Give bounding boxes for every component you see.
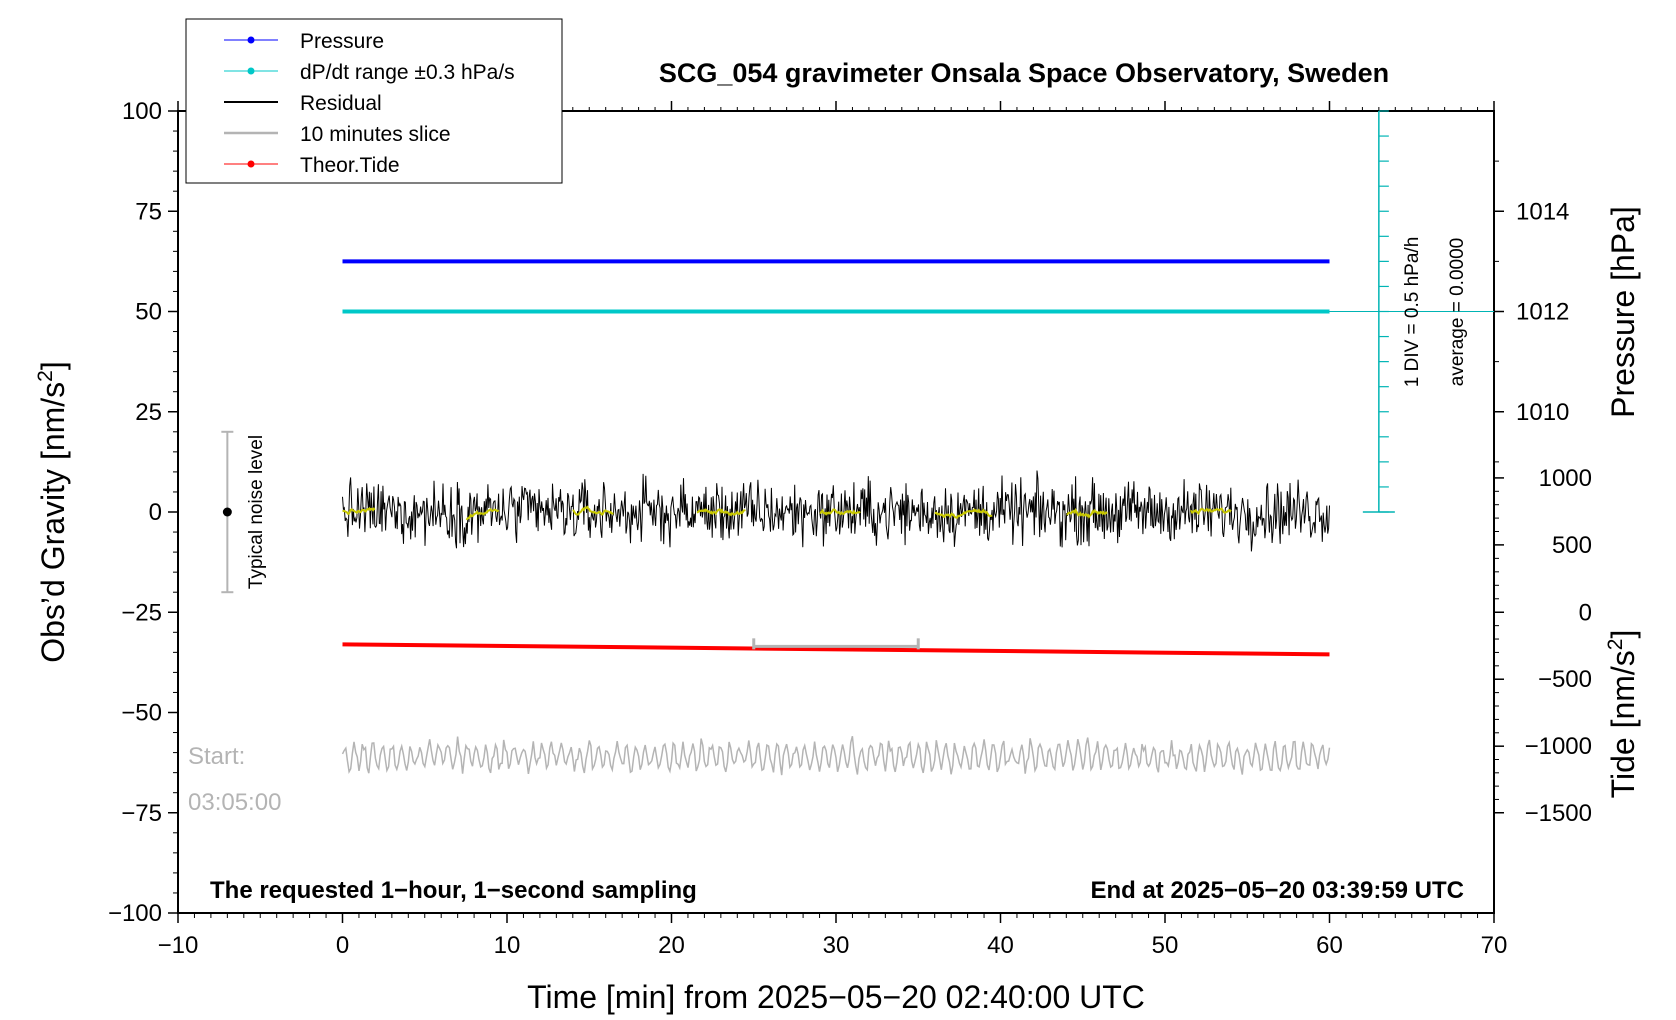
- series-layer: [341, 259, 1331, 776]
- residual-smoothed: [1066, 507, 1108, 519]
- legend-label-dpdt: dP/dt range ±0.3 hPa/s: [300, 61, 515, 84]
- y-axis-title-tide: Tide [nm/s2]: [1604, 630, 1641, 799]
- x-tick-label: 20: [658, 932, 685, 959]
- pressure-average-label: average = 0.0000: [1447, 238, 1468, 386]
- x-tick-label: −10: [158, 932, 199, 959]
- residual-smoothed: [572, 505, 614, 516]
- y-tick-label: −25: [121, 599, 162, 626]
- y-axis-title-left-sup: 2: [34, 370, 57, 382]
- y-tick-label: 75: [135, 198, 162, 225]
- legend-label-slice: 10 minutes slice: [300, 123, 451, 146]
- tide-tick-label: −1000: [1525, 733, 1592, 760]
- y-tick-label: 25: [135, 399, 162, 426]
- x-tick-label: 50: [1152, 932, 1179, 959]
- y-axis-title-left-end: ]: [35, 361, 71, 370]
- noise-bar-dot: [222, 507, 232, 517]
- x-axis-title: Time [min] from 2025−05−20 02:40:00 UTC: [527, 979, 1145, 1015]
- y-axis-title-tide-main: Tide [nm/s: [1605, 650, 1641, 798]
- y-tick-label: −100: [108, 900, 162, 927]
- residual-line: [342, 470, 1330, 552]
- start-time: 03:05:00: [188, 789, 281, 816]
- annotation-layer: [221, 110, 1494, 650]
- pressure-tick-label: 1012: [1516, 299, 1569, 326]
- y-axis-ticks: 100 75 50 25 0 −25 −50 −75 −100: [108, 98, 178, 927]
- x-tick-label: 30: [823, 932, 850, 959]
- pressure-tick-label: 1010: [1516, 399, 1569, 426]
- residual-smoothed: [465, 508, 500, 521]
- y-axis-title-tide-sup: 2: [1604, 639, 1627, 651]
- start-label: Start:: [188, 743, 245, 770]
- y-axis-title-tide-end: ]: [1605, 630, 1641, 639]
- x-tick-label: 60: [1316, 932, 1343, 959]
- note-sampling: The requested 1−hour, 1−second sampling: [210, 877, 697, 904]
- legend-label-residual: Residual: [300, 92, 382, 115]
- tide-tick-label: 0: [1579, 599, 1592, 626]
- x-axis-ticks: −10 0 10 20 30 40 50 60 70: [158, 101, 1508, 959]
- y-tick-label: −75: [121, 800, 162, 827]
- tide-line: [342, 642, 1330, 657]
- legend: Pressure dP/dt range ±0.3 hPa/s Residual…: [185, 18, 563, 184]
- x-tick-label: 10: [494, 932, 521, 959]
- pressure-div-label: 1 DIV = 0.5 hPa/h: [1402, 237, 1423, 388]
- legend-dot-pressure: [247, 36, 255, 44]
- residual-smoothed: [819, 508, 861, 516]
- tide-tick-label: 1000: [1539, 465, 1592, 492]
- chart-title: SCG_054 gravimeter Onsala Space Observat…: [659, 58, 1389, 88]
- residual-smoothed: [1189, 507, 1232, 516]
- tide-tick-label: −1500: [1525, 800, 1592, 827]
- y-tick-label: 0: [149, 499, 162, 526]
- y-axis-title-left-main: Obs’d Gravity [nm/s: [35, 382, 71, 663]
- residual-smoothed: [934, 508, 993, 519]
- legend-label-pressure: Pressure: [300, 30, 384, 53]
- right-axis-ticks: 1014 1012 1010 1000 500 0 −500 −1000 −1500: [1494, 160, 1592, 827]
- y-axis-title-left: Obs’d Gravity [nm/s2]: [34, 361, 71, 663]
- y-tick-label: 100: [122, 98, 162, 125]
- legend-dot-dpdt: [247, 67, 255, 75]
- tide-tick-label: −500: [1538, 666, 1592, 693]
- legend-dot-tide: [247, 160, 255, 168]
- x-tick-label: 0: [336, 932, 349, 959]
- residual-smoothed: [696, 508, 746, 517]
- note-end-time: End at 2025−05−20 03:39:59 UTC: [1090, 877, 1464, 904]
- legend-label-tide: Theor.Tide: [300, 154, 400, 177]
- y-axis-title-pressure: Pressure [hPa]: [1605, 206, 1641, 418]
- noise-level-label: Typical noise level: [246, 435, 267, 589]
- y-tick-label: −50: [121, 700, 162, 727]
- residual-smoothed: [342, 506, 376, 515]
- y-tick-label: 50: [135, 299, 162, 326]
- tide-tick-label: 500: [1552, 532, 1592, 559]
- x-tick-label: 70: [1481, 932, 1508, 959]
- x-tick-label: 40: [987, 932, 1014, 959]
- pressure-tick-label: 1014: [1516, 198, 1569, 225]
- slice-line: [341, 736, 1331, 776]
